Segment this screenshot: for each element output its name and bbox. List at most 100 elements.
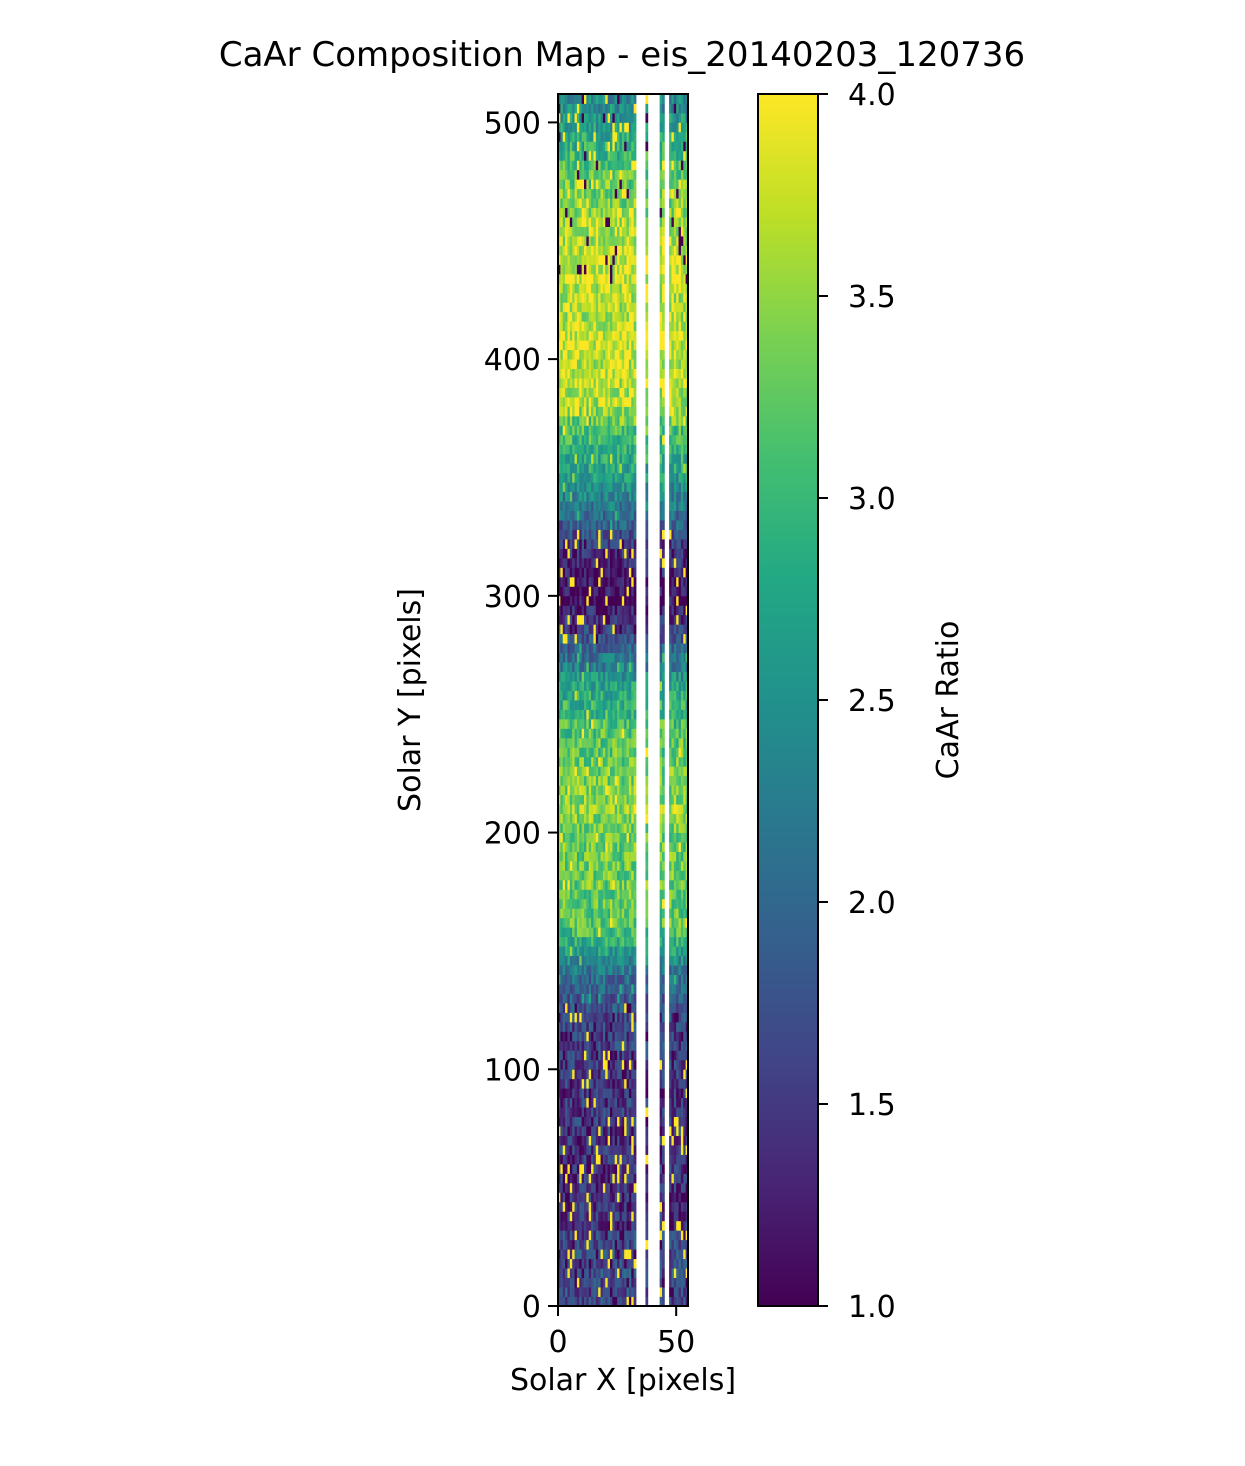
heatmap-cell <box>569 1239 573 1250</box>
heatmap-cell <box>631 1135 635 1146</box>
heatmap-cell <box>621 321 625 332</box>
heatmap-cell <box>574 1182 578 1193</box>
heatmap-cell <box>569 1050 573 1061</box>
heatmap-cell <box>607 397 611 407</box>
heatmap-cell <box>569 832 573 843</box>
heatmap-cell <box>669 794 672 805</box>
heatmap-cell <box>614 1211 618 1222</box>
heatmap-cell <box>605 766 609 777</box>
heatmap-cell <box>581 718 585 729</box>
heatmap-cell <box>605 709 609 720</box>
heatmap-cell <box>602 860 606 871</box>
heatmap-cell <box>565 1249 568 1260</box>
heatmap-cell <box>617 766 620 777</box>
heatmap-cell <box>669 1192 672 1203</box>
heatmap-cell <box>598 1154 601 1165</box>
heatmap-cell <box>607 870 611 881</box>
heatmap-cell <box>621 444 625 455</box>
heatmap-cell <box>572 1135 575 1146</box>
heatmap-cell <box>610 548 613 559</box>
heatmap-cell <box>588 633 592 644</box>
heatmap-cell <box>614 510 618 521</box>
heatmap-cell <box>680 832 684 843</box>
heatmap-cell <box>669 605 672 616</box>
heatmap-cell <box>591 709 594 720</box>
heatmap-cell <box>607 1145 611 1155</box>
heatmap-cell <box>586 614 590 625</box>
heatmap-cell <box>588 898 592 909</box>
heatmap-cell <box>602 595 606 606</box>
heatmap-cell <box>610 1220 613 1231</box>
heatmap-cell <box>569 728 573 739</box>
heatmap-cell <box>567 273 571 284</box>
heatmap-cell <box>584 737 587 748</box>
heatmap-cell <box>659 1192 663 1203</box>
heatmap-cell <box>581 283 585 294</box>
heatmap-cell <box>600 368 604 379</box>
heatmap-cell <box>560 1069 564 1080</box>
heatmap-cell <box>591 491 594 502</box>
heatmap-cell <box>569 472 573 483</box>
heatmap-cell <box>569 501 573 512</box>
heatmap-cell <box>617 794 620 805</box>
heatmap-cell <box>669 823 672 833</box>
heatmap-cell <box>624 1249 627 1260</box>
heatmap-cell <box>560 728 564 739</box>
heatmap-cell <box>581 273 585 284</box>
heatmap-cell <box>586 1154 590 1165</box>
heatmap-cell <box>558 501 561 512</box>
heatmap-cell <box>628 681 632 691</box>
heatmap-cell <box>628 321 632 332</box>
heatmap-cell <box>619 557 623 568</box>
heatmap-cell <box>600 690 604 701</box>
heatmap-cell <box>671 529 675 540</box>
heatmap-cell <box>565 652 568 663</box>
heatmap-cell <box>645 851 649 862</box>
heatmap-cell <box>600 681 604 691</box>
heatmap-cell <box>678 1069 682 1080</box>
heatmap-cell <box>586 292 590 303</box>
heatmap-cell <box>673 1059 677 1070</box>
heatmap-cell <box>628 1230 632 1241</box>
heatmap-cell <box>676 851 679 862</box>
heatmap-cell <box>574 510 578 521</box>
heatmap-cell <box>621 349 625 360</box>
heatmap-cell <box>678 273 682 284</box>
heatmap-cell <box>628 425 632 436</box>
heatmap-cell <box>610 870 613 881</box>
heatmap-cell <box>602 349 606 360</box>
heatmap-cell <box>598 491 601 502</box>
heatmap-cell <box>581 302 585 313</box>
heatmap-cell <box>610 804 613 815</box>
heatmap-cell <box>617 1107 620 1118</box>
heatmap-cell <box>612 434 616 445</box>
heatmap-cell <box>619 472 623 483</box>
heatmap-cell <box>598 898 601 909</box>
heatmap-cell <box>600 718 604 729</box>
heatmap-cell <box>612 576 616 587</box>
heatmap-cell <box>558 1220 561 1231</box>
heatmap-cell <box>600 520 604 530</box>
heatmap-cell <box>673 463 677 474</box>
heatmap-cell <box>671 368 675 379</box>
heatmap-cell <box>621 652 625 663</box>
heatmap-cell <box>558 1078 561 1089</box>
heatmap-cell <box>602 652 606 663</box>
heatmap-cell <box>593 453 597 464</box>
heatmap-cell <box>683 1116 687 1127</box>
heatmap-cell <box>678 586 682 597</box>
heatmap-cell <box>645 1163 649 1174</box>
heatmap-cell <box>598 775 601 786</box>
heatmap-cell <box>576 965 580 975</box>
heatmap-cell <box>562 273 566 284</box>
heatmap-cell <box>626 946 630 957</box>
heatmap-cell <box>633 1173 637 1184</box>
heatmap-cell <box>579 1182 583 1193</box>
heatmap-cell <box>614 917 618 928</box>
heatmap-cell <box>680 927 684 938</box>
heatmap-cell <box>633 709 637 720</box>
heatmap-cell <box>626 406 630 417</box>
heatmap-cell <box>607 226 611 237</box>
heatmap-cell <box>591 463 594 474</box>
heatmap-cell <box>595 842 599 852</box>
